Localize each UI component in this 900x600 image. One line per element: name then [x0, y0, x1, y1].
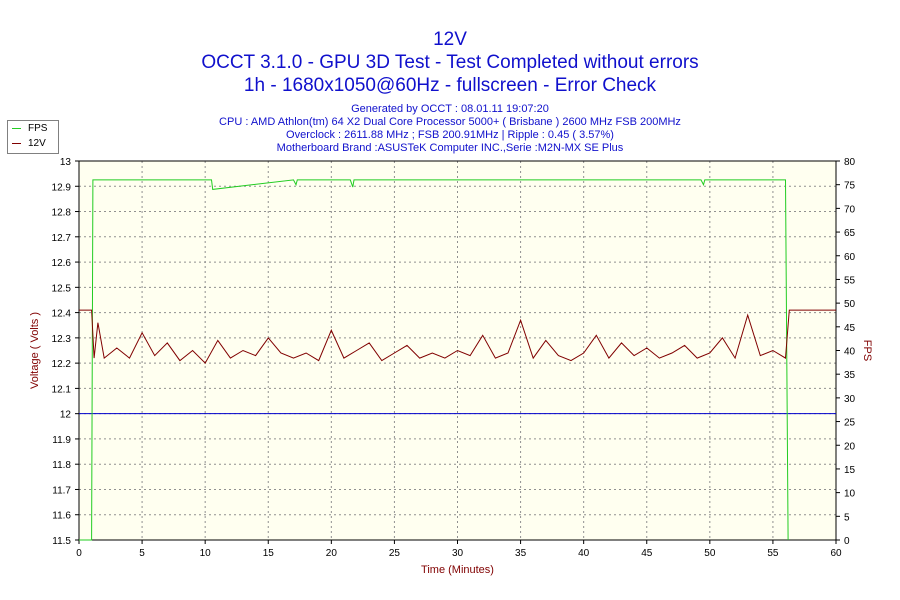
- generated-info: Generated by OCCT : 08.01.11 19:07:20: [351, 103, 549, 115]
- plot-border: [78, 160, 837, 541]
- y2-tick-label: 20: [844, 441, 856, 452]
- y2-tick-label: 30: [844, 394, 856, 405]
- legend-swatch-12v: [12, 143, 21, 144]
- x-tick-label: 25: [389, 548, 401, 559]
- y2-tick-label: 40: [844, 347, 856, 358]
- y2-tick-label: 80: [844, 157, 856, 168]
- overclock-info: Overclock : 2611.88 MHz ; FSB 200.91MHz …: [286, 129, 614, 141]
- x-tick-label: 0: [76, 548, 82, 559]
- system-info: Generated by OCCT : 08.01.11 19:07:20 CP…: [0, 103, 900, 155]
- x-tick-label: 5: [139, 548, 145, 559]
- x-tick-label: 30: [452, 548, 464, 559]
- cpu-info: CPU : AMD Athlon(tm) 64 X2 Dual Core Pro…: [219, 116, 681, 128]
- x-tick-label: 55: [767, 548, 779, 559]
- x-tick-label: 50: [704, 548, 716, 559]
- y2-tick-label: 45: [844, 323, 856, 334]
- y2-tick-label: 55: [844, 275, 856, 286]
- y2-tick-label: 15: [844, 465, 856, 476]
- y-tick-label: 12.3: [52, 334, 72, 345]
- y2-axis-label: FPS: [861, 340, 873, 361]
- y-tick-label: 12.8: [52, 208, 72, 219]
- legend-swatch-fps: [12, 128, 21, 129]
- y2-tick-label: 35: [844, 370, 856, 381]
- title-line-1: 12V: [433, 29, 467, 50]
- y-tick-label: 11.5: [52, 536, 71, 547]
- legend-item-fps: FPS: [8, 121, 58, 136]
- y-axis-label: Voltage ( Volts ): [29, 312, 41, 389]
- x-axis-label: Time (Minutes): [421, 564, 494, 576]
- motherboard-info: Motherboard Brand :ASUSTeK Computer INC.…: [276, 142, 624, 154]
- series-line-12v: [79, 309, 836, 364]
- y-tick-label: 11.7: [52, 485, 71, 496]
- y2-tick-label: 0: [844, 536, 850, 547]
- x-tick-label: 60: [830, 548, 842, 559]
- y2-tick-label: 60: [844, 252, 856, 263]
- legend: FPS 12V: [7, 120, 59, 154]
- x-tick-label: 45: [641, 548, 653, 559]
- y2-tick-label: 70: [844, 204, 856, 215]
- legend-label-fps: FPS: [28, 123, 48, 134]
- legend-label-12v: 12V: [28, 138, 46, 149]
- y-tick-label: 12.7: [52, 233, 72, 244]
- y-tick-label: 12: [60, 410, 72, 421]
- y2-tick-label: 25: [844, 418, 856, 429]
- y-tick-label: 12.9: [52, 182, 72, 193]
- y-tick-label: 12.6: [52, 258, 72, 269]
- y-tick-label: 12.1: [52, 384, 72, 395]
- y-tick-label: 13: [60, 157, 72, 168]
- y-tick-label: 12.4: [52, 309, 72, 320]
- title-line-2: OCCT 3.1.0 - GPU 3D Test - Test Complete…: [201, 52, 699, 73]
- y2-tick-label: 50: [844, 299, 856, 310]
- y2-tick-label: 10: [844, 489, 856, 500]
- title-line-3: 1h - 1680x1050@60Hz - fullscreen - Error…: [243, 75, 657, 96]
- chart-title: 12V OCCT 3.1.0 - GPU 3D Test - Test Comp…: [0, 28, 900, 97]
- x-tick-label: 35: [515, 548, 527, 559]
- series-line-fps: [79, 179, 789, 541]
- legend-item-12v: 12V: [8, 136, 58, 151]
- y-tick-label: 12.2: [52, 359, 72, 370]
- x-tick-label: 20: [326, 548, 338, 559]
- x-tick-label: 15: [263, 548, 275, 559]
- y2-tick-label: 75: [844, 181, 856, 192]
- x-tick-label: 40: [578, 548, 590, 559]
- y-tick-label: 12.5: [52, 283, 72, 294]
- y-tick-label: 11.6: [52, 511, 71, 522]
- x-tick-label: 10: [200, 548, 212, 559]
- y2-tick-label: 65: [844, 228, 856, 239]
- y-tick-label: 11.9: [52, 435, 71, 446]
- y-tick-label: 11.8: [52, 460, 71, 471]
- y2-tick-label: 5: [844, 512, 850, 523]
